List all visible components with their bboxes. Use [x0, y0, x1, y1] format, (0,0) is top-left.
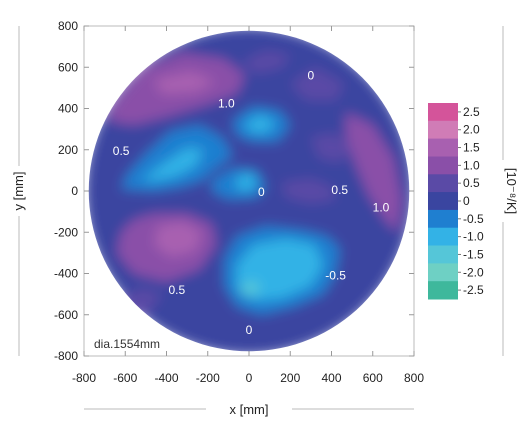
- region-13: [141, 147, 204, 181]
- colorbar-swatch: [428, 192, 458, 211]
- region-10: [154, 221, 202, 257]
- contour-label: -0.5: [325, 269, 346, 283]
- colorbar-label: -2.0: [463, 265, 484, 279]
- colorbar-label: -2.5: [463, 283, 484, 297]
- region-15: [244, 114, 276, 134]
- y-tick-label: 400: [58, 102, 78, 116]
- y-tick-label: -600: [54, 308, 78, 322]
- contour-labels: 0 1.0 0.5 0 0.5 1.0 0.5 -0.5 0: [113, 69, 390, 338]
- region-6: [345, 112, 402, 233]
- region-5: [290, 67, 344, 101]
- colorbar-swatch: [428, 227, 458, 246]
- x-tick-label: 800: [404, 371, 424, 385]
- region-2: [154, 71, 216, 95]
- contour-label: 0.5: [113, 144, 130, 158]
- wafer-disk: [88, 30, 410, 352]
- contour-regions: [88, 30, 410, 352]
- colorbar: 2.5 2.0 1.5 1.0 0.5 0 -0.5 -1.0 -1.5 -2.0 -2.5: [428, 103, 484, 300]
- y-tick-label: 0: [71, 184, 78, 198]
- x-tick-label: -400: [154, 371, 178, 385]
- region-4: [240, 50, 291, 74]
- y-axis-tick-labels: 800 600 400 200 0 -200 -400 -600 -800: [54, 19, 78, 363]
- colorbar-swatch: [428, 156, 458, 175]
- colorbar-label: 2.5: [463, 105, 480, 119]
- colorbar-swatch: [428, 174, 458, 193]
- colorbar-swatch: [428, 138, 458, 157]
- contour-label: 0.5: [168, 283, 185, 297]
- x-tick-label: 600: [363, 371, 383, 385]
- contour-label: 1.0: [373, 201, 390, 215]
- y-tick-label: -800: [54, 349, 78, 363]
- colorbar-swatch: [428, 120, 458, 140]
- colorbar-label: 1.0: [463, 158, 480, 172]
- y-tick-label: 600: [58, 60, 78, 74]
- region-20: [240, 279, 262, 297]
- colorbar-label: -1.5: [463, 247, 484, 261]
- contour-label: 0: [258, 185, 265, 199]
- colorbar-swatch: [428, 263, 458, 282]
- colorbar-swatch: [428, 209, 458, 229]
- x-tick-label: -200: [196, 371, 220, 385]
- colorbar-label: 0: [463, 194, 470, 208]
- region-8: [310, 133, 353, 163]
- colorbar-label: 0.5: [463, 176, 480, 190]
- diameter-annotation: dia.1554mm: [94, 337, 160, 351]
- x-tick-label: -600: [113, 371, 137, 385]
- x-axis-tick-labels: -800 -600 -400 -200 0 200 400 600 800: [72, 371, 424, 385]
- colorbar-label: 1.5: [463, 141, 480, 155]
- colorbar-label: -1.0: [463, 230, 484, 244]
- y-tick-label: -400: [54, 267, 78, 281]
- region-17: [236, 172, 258, 191]
- colorbar-swatch: [428, 245, 458, 264]
- region-7: [282, 178, 336, 204]
- colorbar-title: [10⁻⁸/K]: [504, 168, 519, 214]
- contour-label: 1.0: [218, 96, 235, 110]
- x-tick-label: -800: [72, 371, 96, 385]
- region-3: [108, 100, 159, 125]
- colorbar-swatch: [428, 103, 458, 122]
- colorbar-swatch: [428, 281, 458, 300]
- y-tick-label: 800: [58, 19, 78, 33]
- x-tick-label: 200: [280, 371, 300, 385]
- y-tick-label: 200: [58, 143, 78, 157]
- y-axis-title: y [mm]: [11, 172, 26, 211]
- colorbar-label: -0.5: [463, 212, 484, 226]
- colorbar-label: 2.0: [463, 123, 480, 137]
- x-tick-label: 0: [246, 371, 253, 385]
- contour-label: 0: [308, 69, 315, 83]
- x-tick-label: 400: [321, 371, 341, 385]
- axis-ticks: [83, 25, 415, 357]
- x-axis-title: x [mm]: [230, 402, 269, 417]
- contour-label: 0.5: [331, 183, 348, 197]
- contour-label: 0: [246, 323, 253, 337]
- y-tick-label: -200: [54, 225, 78, 239]
